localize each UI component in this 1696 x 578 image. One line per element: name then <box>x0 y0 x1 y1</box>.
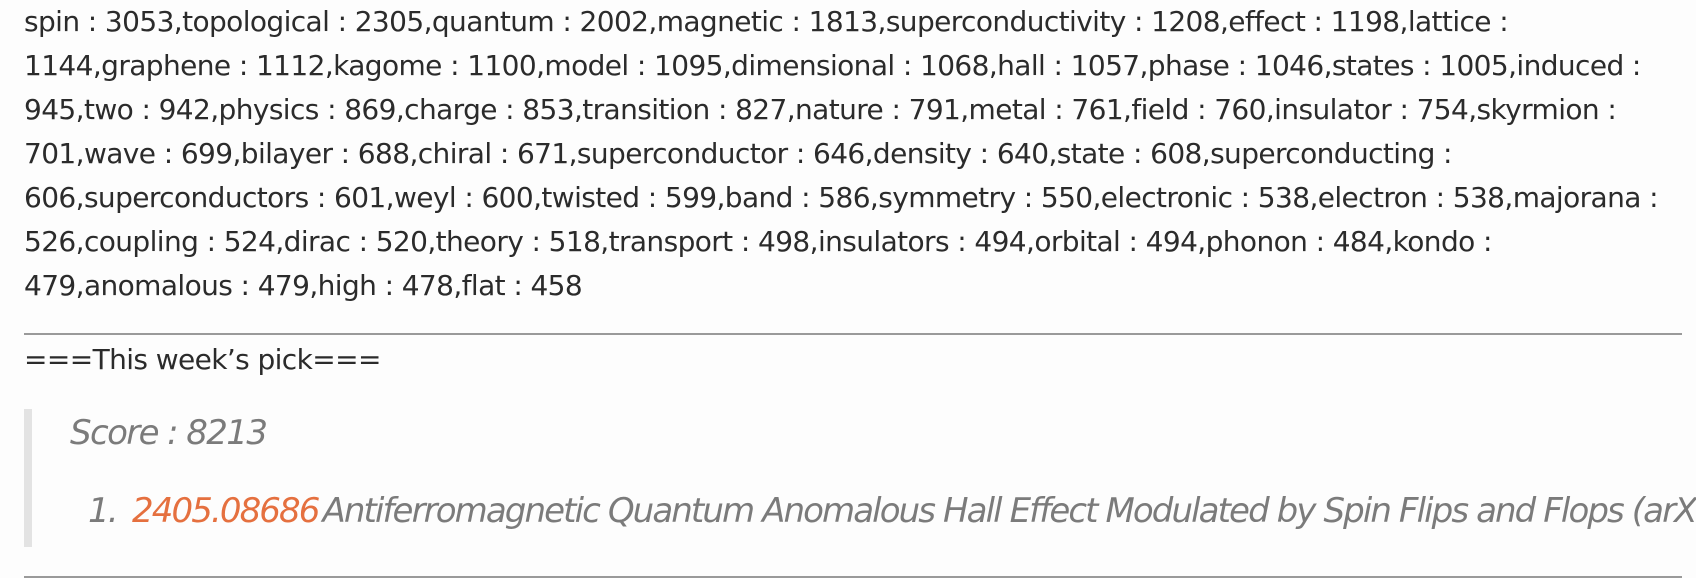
paper-title: Antiferromagnetic Quantum Anomalous Hall… <box>323 491 1696 531</box>
divider-top <box>24 333 1682 335</box>
list-item-number: 1. <box>88 491 132 531</box>
paper-id-link[interactable]: 2405.08686 <box>132 491 319 531</box>
pick-paper-list: 1. 2405.08686 Antiferromagnetic Quantum … <box>70 491 1696 531</box>
pick-score: Score : 8213 <box>70 413 266 453</box>
list-item: 1. 2405.08686 Antiferromagnetic Quantum … <box>70 491 1696 531</box>
page-content: spin : 3053,topological : 2305,quantum :… <box>24 0 1682 578</box>
weekly-pick-heading: ===This week’s pick=== <box>24 340 1682 380</box>
weekly-pick-blockquote: Score : 8213 1. 2405.08686 Antiferromagn… <box>24 409 1682 547</box>
keyword-frequency-list: spin : 3053,topological : 2305,quantum :… <box>24 0 1682 308</box>
